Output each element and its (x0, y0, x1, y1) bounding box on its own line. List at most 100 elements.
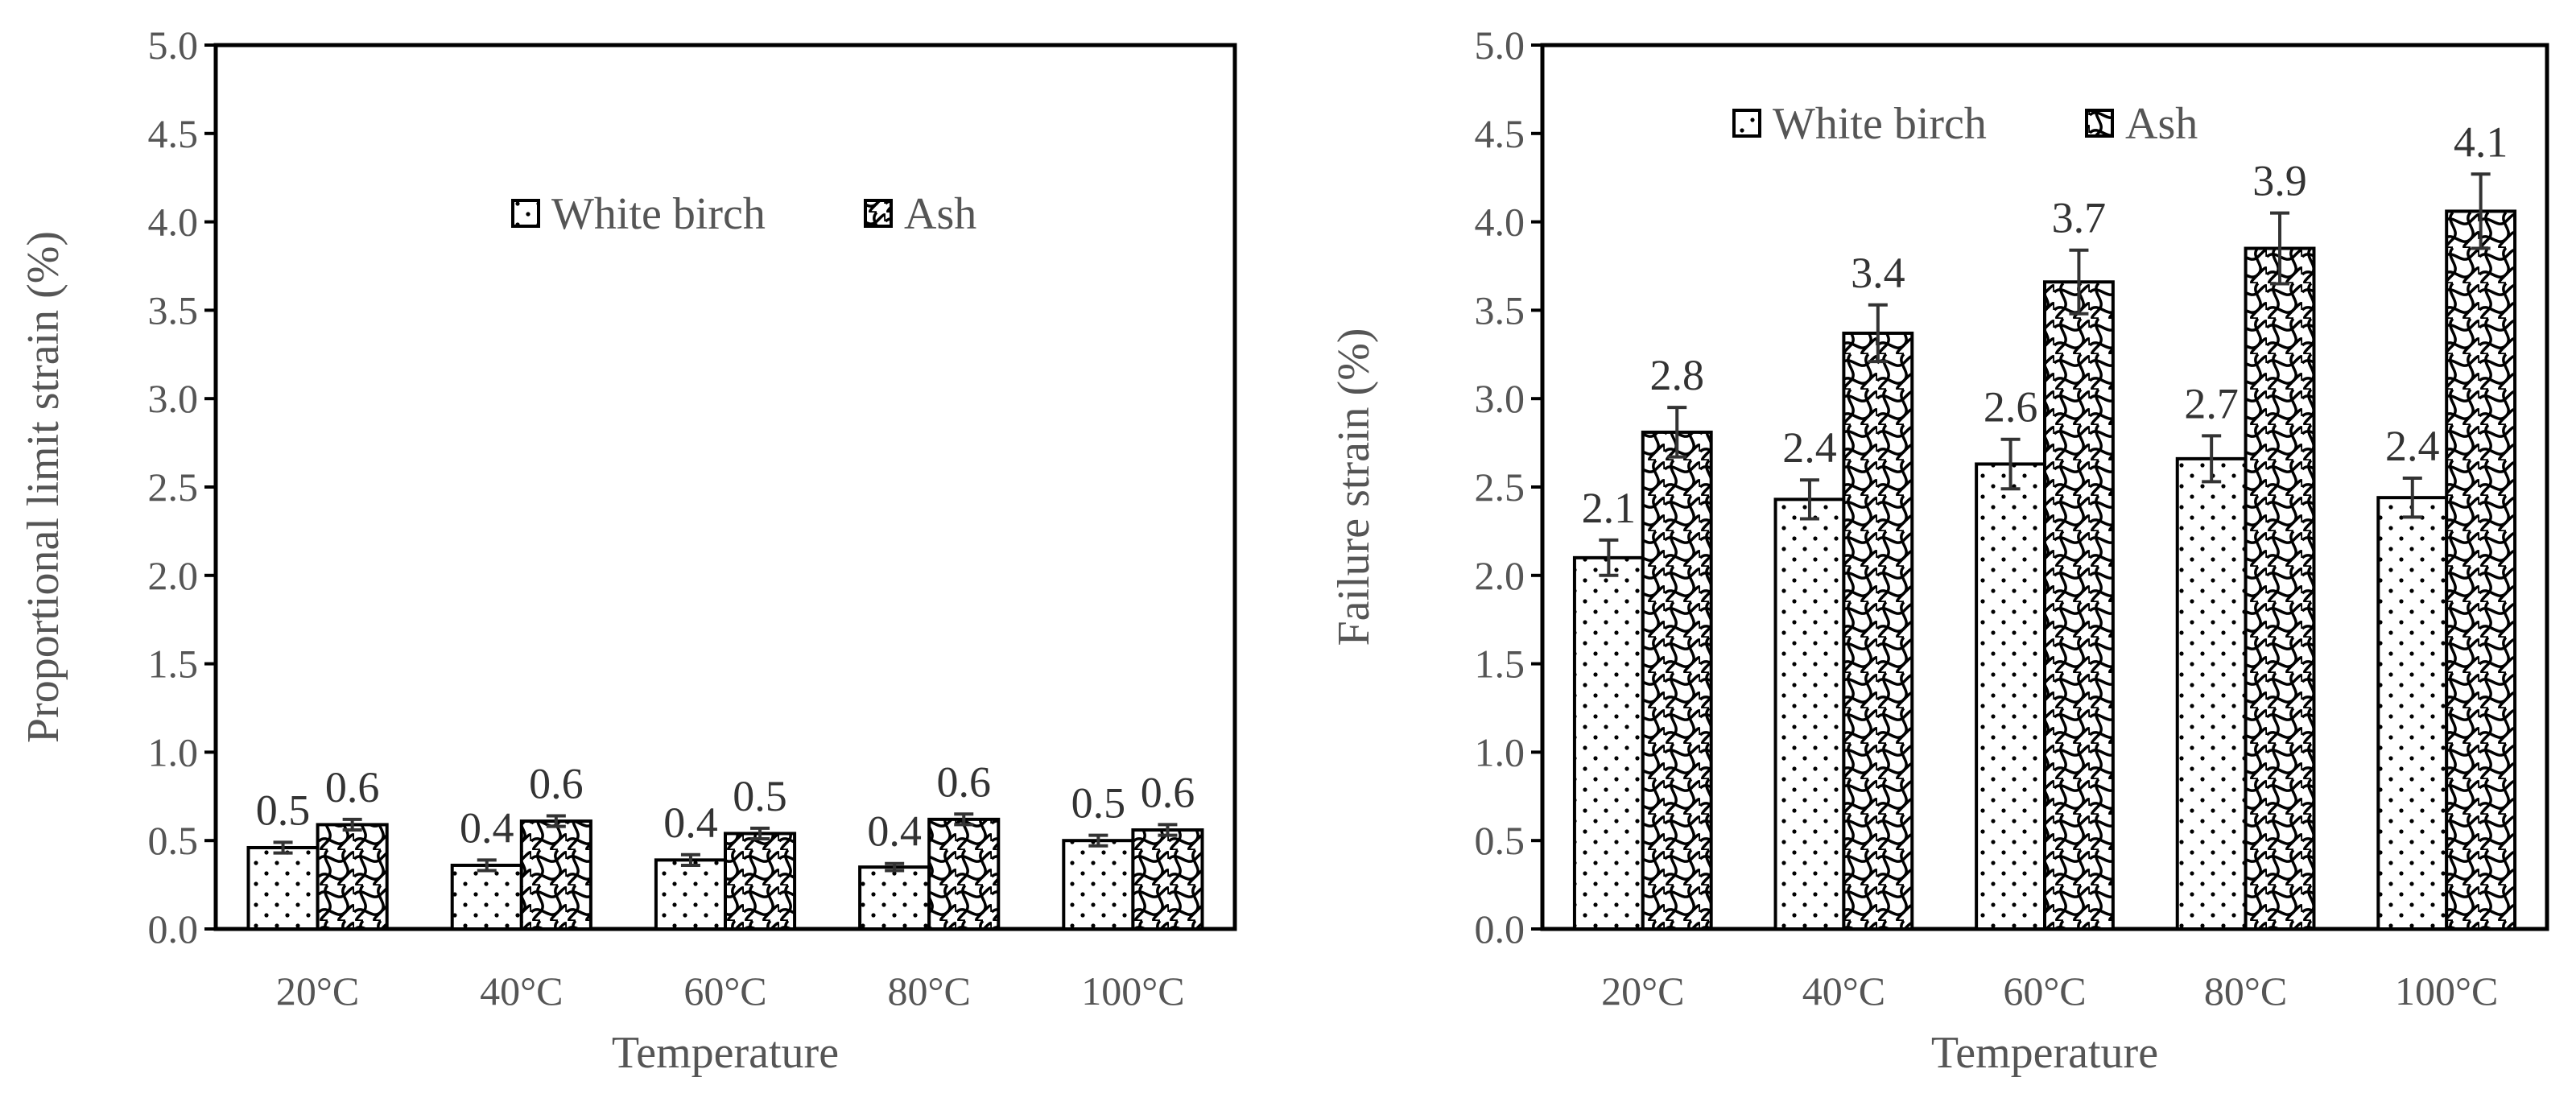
y-tick-label: 3.5 (148, 287, 199, 332)
error-bar-white-birch-40-c (1799, 478, 1819, 521)
legend-item-ash: Ash (864, 189, 976, 239)
bar-white-birch-60-c (654, 858, 727, 931)
error-bar-ash-60-c (2069, 248, 2089, 316)
y-tick-label: 4.5 (1475, 111, 1525, 156)
legend-item-ash: Ash (2085, 99, 2198, 149)
bar-white-birch-40-c (450, 863, 523, 931)
legend-item-white-birch: White birch (1732, 99, 1987, 149)
bar-white-birch-40-c (1773, 497, 1846, 931)
error-bar-white-birch-20-c (1599, 538, 1619, 577)
y-axis-ticks: 0.0 0.5 1.0 1.5 2.0 2.5 3.0 3.5 4.0 4.5 5.0 (148, 23, 216, 951)
error-bar-white-birch-60-c (2000, 437, 2021, 491)
bar-white-birch-80-c (858, 865, 931, 931)
failure-strain-chart: 0.0 0.5 1.0 1.5 2.0 2.5 3.0 3.5 4.0 4.5 5.0 2.1 2.8… (1329, 23, 2549, 1078)
legend-label-white-birch: White birch (1773, 99, 1987, 149)
y-tick-label: 2.0 (1475, 553, 1525, 598)
y-tick-label: 3.0 (1475, 376, 1525, 421)
x-tick-label: 60°C (2003, 968, 2086, 1013)
y-tick-label: 1.5 (1475, 642, 1525, 687)
error-bar-ash-100-c (1158, 823, 1178, 837)
legend-swatch-white-birch (511, 199, 540, 228)
data-label-ash-40-c: 3.4 (1851, 249, 1905, 297)
error-bar-white-birch-40-c (477, 858, 497, 873)
bar-ash-40-c (1842, 331, 1914, 931)
data-label-white-birch-60-c: 2.6 (1984, 383, 2038, 431)
y-tick-label: 2.5 (148, 464, 199, 510)
data-label-white-birch-100-c: 2.4 (2385, 422, 2440, 470)
data-label-white-birch-100-c: 0.5 (1071, 779, 1126, 828)
x-tick-label: 20°C (276, 968, 359, 1013)
bar-ash-20-c (316, 823, 389, 931)
data-label-ash-100-c: 4.1 (2454, 118, 2508, 166)
bars (1572, 209, 2517, 931)
bar-white-birch-100-c (2376, 496, 2449, 931)
y-axis-title: Failure strain (%) (1329, 328, 1379, 646)
legend-label-ash: Ash (904, 189, 976, 239)
data-label-ash-40-c: 0.6 (529, 759, 584, 807)
bar-ash-80-c (927, 817, 1001, 931)
error-bar-white-birch-80-c (2202, 434, 2222, 484)
y-tick-label: 3.0 (148, 376, 199, 421)
y-tick-label: 4.0 (1475, 200, 1525, 245)
error-bars (273, 812, 1178, 873)
error-bars (1599, 172, 2491, 577)
error-bar-ash-40-c (546, 814, 566, 828)
y-tick-label: 4.5 (148, 111, 199, 156)
y-tick-label: 2.0 (148, 553, 199, 598)
error-bar-ash-40-c (1868, 303, 1888, 364)
error-bar-white-birch-100-c (1088, 833, 1108, 848)
legend-swatch-ash (864, 199, 893, 228)
y-tick-label: 5.0 (1475, 23, 1525, 68)
bar-ash-60-c (724, 832, 797, 931)
legend-item-white-birch: White birch (511, 189, 766, 239)
x-tick-label: 40°C (1802, 968, 1885, 1013)
error-bar-ash-80-c (954, 812, 974, 827)
data-label-white-birch-40-c: 0.4 (460, 803, 514, 852)
bar-ash-20-c (1641, 430, 1713, 931)
data-label-white-birch-60-c: 0.4 (663, 799, 718, 847)
legend-label-white-birch: White birch (551, 189, 766, 239)
legend: White birch Ash (511, 189, 976, 239)
error-bar-ash-80-c (2270, 211, 2290, 286)
x-tick-label: 60°C (683, 968, 766, 1013)
y-tick-label: 4.0 (148, 200, 199, 245)
bar-white-birch-60-c (1975, 462, 2046, 931)
y-tick-label: 0.0 (1475, 906, 1525, 951)
data-label-white-birch-80-c: 0.4 (867, 807, 922, 856)
bar-ash-40-c (519, 819, 592, 931)
x-tick-label: 100°C (2395, 968, 2498, 1013)
bar-white-birch-80-c (2175, 456, 2248, 931)
data-label-white-birch-20-c: 0.5 (256, 786, 311, 834)
bar-white-birch-20-c (246, 845, 320, 931)
bar-white-birch-100-c (1062, 839, 1135, 931)
data-label-ash-60-c: 3.7 (2052, 194, 2107, 242)
data-label-ash-20-c: 2.8 (1649, 351, 1704, 399)
data-labels: 2.1 2.8 2.4 3.4 2.6 3.7 2.7 3.9 2.4 4.1 (1582, 118, 2508, 532)
bar-ash-60-c (2043, 280, 2115, 931)
error-bar-ash-60-c (750, 826, 770, 841)
x-axis-tick-labels: 20°C 40°C 60°C 80°C 100°C (276, 968, 1185, 1013)
data-label-ash-100-c: 0.6 (1141, 768, 1195, 816)
data-label-white-birch-20-c: 2.1 (1582, 484, 1637, 532)
legend: White birch Ash (1732, 99, 2198, 149)
x-tick-label: 80°C (888, 968, 971, 1013)
data-label-white-birch-80-c: 2.7 (2184, 379, 2239, 427)
x-axis-tick-labels: 20°C 40°C 60°C 80°C 100°C (1601, 968, 2498, 1013)
error-bar-white-birch-60-c (680, 852, 700, 867)
error-bar-ash-100-c (2471, 172, 2491, 250)
bar-ash-100-c (1131, 828, 1204, 931)
y-tick-label: 1.0 (1475, 729, 1525, 774)
data-label-white-birch-40-c: 2.4 (1782, 423, 1837, 472)
y-tick-label: 0.5 (1475, 818, 1525, 863)
legend-swatch-ash (2085, 109, 2114, 138)
y-tick-label: 1.0 (148, 729, 199, 774)
y-tick-label: 5.0 (148, 23, 199, 68)
y-axis-ticks: 0.0 0.5 1.0 1.5 2.0 2.5 3.0 3.5 4.0 4.5 5.0 (1475, 23, 1542, 951)
bar-ash-100-c (2445, 209, 2517, 931)
bar-white-birch-20-c (1572, 555, 1645, 931)
error-bar-ash-20-c (1667, 406, 1687, 459)
y-tick-label: 0.5 (148, 818, 199, 863)
x-tick-label: 40°C (480, 968, 563, 1013)
data-label-ash-20-c: 0.6 (325, 763, 380, 811)
